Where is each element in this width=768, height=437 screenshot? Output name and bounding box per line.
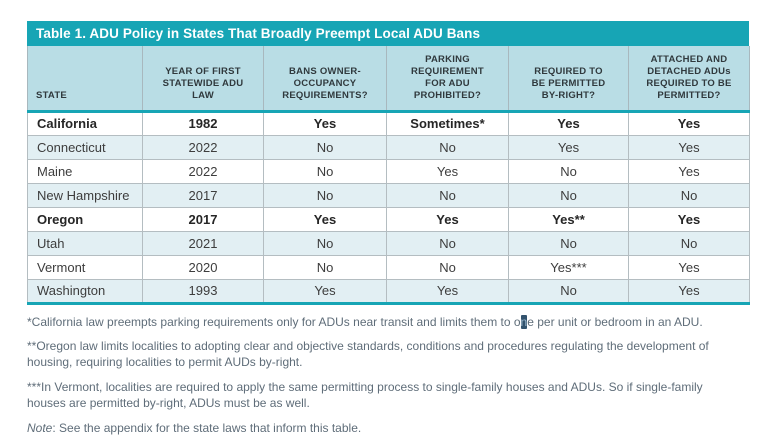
value-cell: No xyxy=(508,230,629,256)
value-cell: Yes xyxy=(628,110,750,136)
state-cell: California xyxy=(27,110,143,136)
value-cell: Yes xyxy=(628,206,750,232)
value-cell: 2021 xyxy=(142,230,264,256)
value-cell: 1993 xyxy=(142,278,264,304)
state-cell: Vermont xyxy=(27,254,143,280)
state-cell: Maine xyxy=(27,158,143,184)
value-cell: No xyxy=(263,230,387,256)
value-cell: No xyxy=(628,230,750,256)
table-footnotes: *California law preempts parking require… xyxy=(27,314,743,437)
column-header-state: STATE xyxy=(27,46,143,113)
value-cell: 2022 xyxy=(142,158,264,184)
value-cell: No xyxy=(263,134,387,160)
value-cell: No xyxy=(263,182,387,208)
header-row: STATE YEAR OF FIRST STATEWIDE ADU LAW BA… xyxy=(27,46,750,113)
value-cell: Yes xyxy=(263,110,387,136)
value-cell: Yes xyxy=(386,278,509,304)
table-row-washington: Washington 1993 Yes Yes No Yes xyxy=(27,278,750,304)
footnote-oregon: **Oregon law limits localities to adopti… xyxy=(27,339,709,370)
value-cell: Yes xyxy=(628,254,750,280)
note-text: : See the appendix for the state laws th… xyxy=(52,420,362,435)
column-header-parking-requirement: PARKING REQUIREMENT FOR ADU PROHIBITED? xyxy=(386,46,509,113)
value-cell: Yes xyxy=(628,134,750,160)
table-row-california: California 1982 Yes Sometimes* Yes Yes xyxy=(27,110,750,136)
column-header-bans-owner-occupancy: BANS OWNER- OCCUPANCY REQUIREMENTS? xyxy=(263,46,387,113)
table-row-maine: Maine 2022 No Yes No Yes xyxy=(27,158,750,184)
state-cell: Connecticut xyxy=(27,134,143,160)
value-cell: Yes xyxy=(628,158,750,184)
column-header-attached-detached: ATTACHED AND DETACHED ADUs REQUIRED TO B… xyxy=(628,46,750,113)
value-cell: No xyxy=(386,182,509,208)
table-title-bar: Table 1. ADU Policy in States That Broad… xyxy=(27,21,749,46)
table-title: Table 1. ADU Policy in States That Broad… xyxy=(36,26,481,41)
footnote-california: *California law preempts parking require… xyxy=(27,314,743,331)
value-cell: Yes xyxy=(508,134,629,160)
value-cell: No xyxy=(386,254,509,280)
state-cell: Oregon xyxy=(27,206,143,232)
value-cell: No xyxy=(263,254,387,280)
note-label: Note xyxy=(27,420,53,435)
table-row-oregon: Oregon 2017 Yes Yes Yes** Yes xyxy=(27,206,750,232)
table-row-connecticut: Connecticut 2022 No No Yes Yes xyxy=(27,134,750,160)
value-cell: No xyxy=(263,158,387,184)
value-cell: Yes*** xyxy=(508,254,629,280)
value-cell: 1982 xyxy=(142,110,264,136)
value-cell: Yes xyxy=(263,206,387,232)
value-cell: No xyxy=(508,182,629,208)
state-cell: Washington xyxy=(27,278,143,304)
value-cell: 2017 xyxy=(142,182,264,208)
column-header-year-of-first-law: YEAR OF FIRST STATEWIDE ADU LAW xyxy=(142,46,264,113)
table-row-new-hampshire: New Hampshire 2017 No No No No xyxy=(27,182,750,208)
adu-policy-table: STATE YEAR OF FIRST STATEWIDE ADU LAW BA… xyxy=(27,46,750,305)
table-note: Note: See the appendix for the state law… xyxy=(27,421,743,437)
state-cell: New Hampshire xyxy=(27,182,143,208)
value-cell: No xyxy=(386,230,509,256)
value-cell: Yes xyxy=(386,158,509,184)
table-row-utah: Utah 2021 No No No No xyxy=(27,230,750,256)
value-cell: No xyxy=(628,182,750,208)
table-row-vermont: Vermont 2020 No No Yes*** Yes xyxy=(27,254,750,280)
column-header-permitted-by-right: REQUIRED TO BE PERMITTED BY-RIGHT? xyxy=(508,46,629,113)
footnote-text: e per unit or bedroom in an ADU. xyxy=(527,314,703,329)
state-cell: Utah xyxy=(27,230,143,256)
footnote-vermont: ***In Vermont, localities are required t… xyxy=(27,380,703,410)
value-cell: 2022 xyxy=(142,134,264,160)
value-cell: Yes xyxy=(508,110,629,136)
value-cell: Yes** xyxy=(508,206,629,232)
value-cell: Sometimes* xyxy=(386,110,509,136)
value-cell: No xyxy=(508,278,629,304)
value-cell: No xyxy=(508,158,629,184)
value-cell: 2017 xyxy=(142,206,264,232)
value-cell: 2020 xyxy=(142,254,264,280)
text-cursor-artifact: n xyxy=(520,314,528,329)
value-cell: No xyxy=(386,134,509,160)
value-cell: Yes xyxy=(628,278,750,304)
value-cell: Yes xyxy=(263,278,387,304)
table-header: STATE YEAR OF FIRST STATEWIDE ADU LAW BA… xyxy=(27,46,750,113)
footnote-text: *California law preempts parking require… xyxy=(27,314,521,329)
adu-policy-table-figure: Table 1. ADU Policy in States That Broad… xyxy=(27,21,750,437)
value-cell: Yes xyxy=(386,206,509,232)
table-body: California 1982 Yes Sometimes* Yes Yes C… xyxy=(27,110,750,304)
